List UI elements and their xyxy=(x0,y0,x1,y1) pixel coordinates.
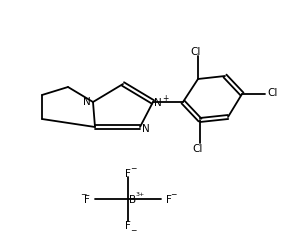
Text: 3+: 3+ xyxy=(135,192,145,197)
Text: Cl: Cl xyxy=(191,47,201,57)
Text: −: − xyxy=(130,226,136,235)
Text: +: + xyxy=(162,93,168,102)
Text: −: − xyxy=(170,190,176,199)
Text: F: F xyxy=(84,194,90,204)
Text: B: B xyxy=(129,194,137,204)
Text: −: − xyxy=(80,190,86,199)
Text: F: F xyxy=(125,220,131,230)
Text: Cl: Cl xyxy=(268,88,278,98)
Text: −: − xyxy=(130,164,136,173)
Text: F: F xyxy=(125,168,131,178)
Text: N: N xyxy=(154,98,162,108)
Text: N: N xyxy=(142,123,150,134)
Text: Cl: Cl xyxy=(193,143,203,153)
Text: F: F xyxy=(166,194,172,204)
Text: N: N xyxy=(83,97,91,107)
